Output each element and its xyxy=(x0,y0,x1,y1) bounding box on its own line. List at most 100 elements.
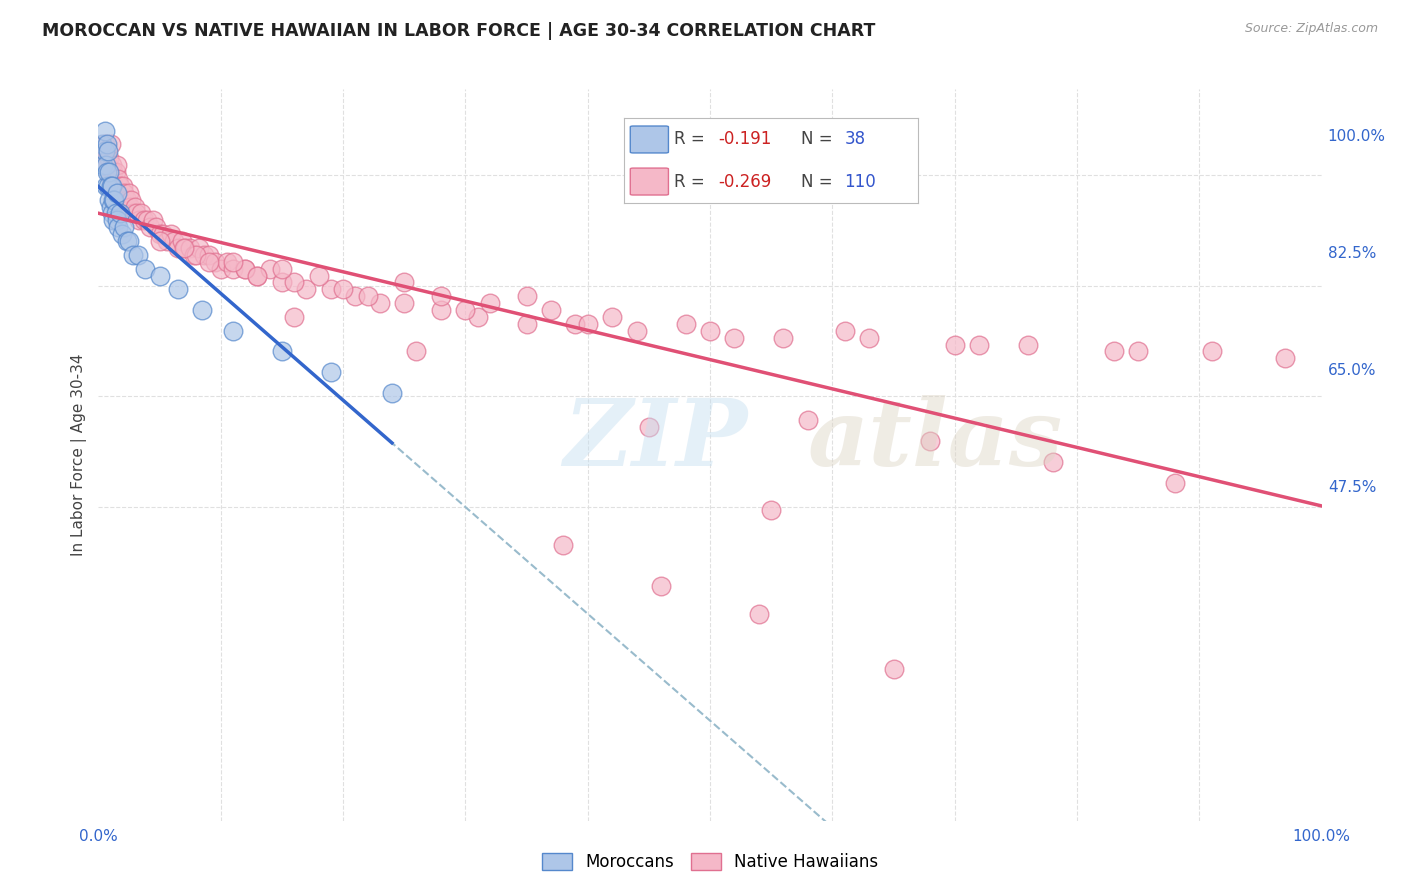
Text: 47.5%: 47.5% xyxy=(1327,480,1376,495)
Point xyxy=(381,385,404,400)
Text: MOROCCAN VS NATIVE HAWAIIAN IN LABOR FORCE | AGE 30-34 CORRELATION CHART: MOROCCAN VS NATIVE HAWAIIAN IN LABOR FOR… xyxy=(42,22,876,40)
Point xyxy=(111,193,134,207)
Point xyxy=(101,213,124,227)
Point xyxy=(114,200,136,214)
Text: 100.0%: 100.0% xyxy=(1327,129,1386,145)
Point xyxy=(103,193,125,207)
Text: N =: N = xyxy=(800,130,838,148)
Point xyxy=(259,261,281,276)
Point xyxy=(127,248,149,262)
Point xyxy=(183,248,205,262)
Point xyxy=(97,145,120,159)
Point xyxy=(270,344,294,359)
Point xyxy=(222,324,245,338)
Point xyxy=(187,241,209,255)
Text: -0.191: -0.191 xyxy=(718,130,772,148)
Point xyxy=(94,178,117,193)
Point xyxy=(270,261,294,276)
Point xyxy=(111,178,134,193)
Point xyxy=(100,200,122,214)
Point xyxy=(173,241,195,255)
Point xyxy=(97,158,120,172)
Point xyxy=(91,137,114,152)
Point xyxy=(110,206,132,220)
Point xyxy=(553,538,575,552)
Point xyxy=(115,193,138,207)
Point xyxy=(650,579,672,593)
Point xyxy=(197,248,219,262)
Point xyxy=(121,206,143,220)
Point xyxy=(1274,351,1296,366)
Point xyxy=(93,123,115,137)
Point xyxy=(215,254,238,268)
Point xyxy=(107,220,129,235)
Point xyxy=(246,268,269,283)
Point xyxy=(118,234,141,248)
Point xyxy=(283,276,305,290)
Point xyxy=(308,268,330,283)
Point xyxy=(132,213,155,227)
Y-axis label: In Labor Force | Age 30-34: In Labor Force | Age 30-34 xyxy=(72,353,87,557)
Point xyxy=(170,234,193,248)
Point xyxy=(121,248,143,262)
Text: 65.0%: 65.0% xyxy=(1327,363,1376,378)
Point xyxy=(98,193,121,207)
Point xyxy=(105,158,128,172)
Text: N =: N = xyxy=(800,172,838,191)
Point xyxy=(540,303,562,318)
Point xyxy=(515,317,537,331)
Point xyxy=(159,227,181,241)
Point xyxy=(100,172,122,186)
Point xyxy=(152,227,174,241)
Point xyxy=(101,206,124,220)
Point xyxy=(699,324,721,338)
Point xyxy=(145,220,167,235)
Point xyxy=(233,261,256,276)
Point xyxy=(637,420,661,434)
Point xyxy=(139,220,162,235)
Point xyxy=(600,310,623,324)
Point xyxy=(124,200,146,214)
FancyBboxPatch shape xyxy=(630,168,668,195)
Text: -0.269: -0.269 xyxy=(718,172,772,191)
Point xyxy=(163,234,186,248)
Point xyxy=(101,178,124,193)
Point xyxy=(233,261,256,276)
Point xyxy=(295,282,318,296)
FancyBboxPatch shape xyxy=(630,126,668,153)
Point xyxy=(101,158,124,172)
Point xyxy=(136,213,159,227)
Point xyxy=(129,206,152,220)
Point xyxy=(134,261,156,276)
Point xyxy=(883,662,905,676)
Point xyxy=(1017,337,1039,351)
Point xyxy=(107,172,129,186)
Point xyxy=(405,344,427,359)
Point xyxy=(91,145,114,159)
Point xyxy=(94,151,117,165)
Point xyxy=(105,213,128,227)
Point xyxy=(319,282,342,296)
Point xyxy=(96,145,118,159)
Text: 82.5%: 82.5% xyxy=(1327,246,1376,261)
Point xyxy=(93,137,115,152)
Point xyxy=(283,310,305,324)
Point xyxy=(96,165,118,179)
Point xyxy=(392,296,416,310)
Point xyxy=(858,330,880,344)
Point xyxy=(797,413,820,427)
Point xyxy=(120,193,142,207)
Point xyxy=(149,234,172,248)
Point xyxy=(125,206,148,220)
Point xyxy=(149,268,172,283)
Point xyxy=(103,178,125,193)
Point xyxy=(943,337,966,351)
Point xyxy=(105,186,128,200)
Point xyxy=(723,330,745,344)
Point xyxy=(142,213,165,227)
Point xyxy=(748,607,770,621)
Point xyxy=(110,178,132,193)
Point xyxy=(118,186,141,200)
Point xyxy=(115,234,138,248)
Point xyxy=(97,178,120,193)
